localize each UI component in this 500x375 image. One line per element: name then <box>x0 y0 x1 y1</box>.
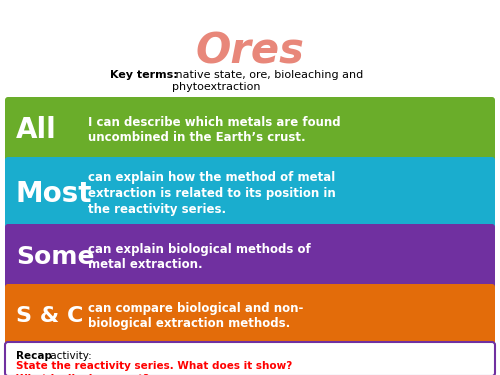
FancyBboxPatch shape <box>5 342 495 375</box>
Text: native state, ore, bioleaching and
phytoextraction: native state, ore, bioleaching and phyto… <box>172 70 363 92</box>
Text: can explain biological methods of
metal extraction.: can explain biological methods of metal … <box>88 243 311 271</box>
Text: Some: Some <box>16 245 94 269</box>
Text: Ores: Ores <box>196 30 304 72</box>
Text: can compare biological and non-
biological extraction methods.: can compare biological and non- biologic… <box>88 302 304 330</box>
Text: S & C: S & C <box>16 306 84 326</box>
Text: Most: Most <box>16 180 92 207</box>
Text: I can describe which metals are found
uncombined in the Earth’s crust.: I can describe which metals are found un… <box>88 116 341 144</box>
FancyBboxPatch shape <box>5 224 495 290</box>
FancyBboxPatch shape <box>5 97 495 163</box>
Text: State the reactivity series. What does it show?
What is displacement?: State the reactivity series. What does i… <box>16 361 292 375</box>
FancyBboxPatch shape <box>5 284 495 348</box>
Text: activity:: activity: <box>47 351 92 361</box>
Text: can explain how the method of metal
extraction is related to its position in
the: can explain how the method of metal extr… <box>88 171 336 216</box>
FancyBboxPatch shape <box>5 157 495 230</box>
Text: Recap: Recap <box>16 351 52 361</box>
Text: Key terms:: Key terms: <box>110 70 178 80</box>
Text: All: All <box>16 116 57 144</box>
